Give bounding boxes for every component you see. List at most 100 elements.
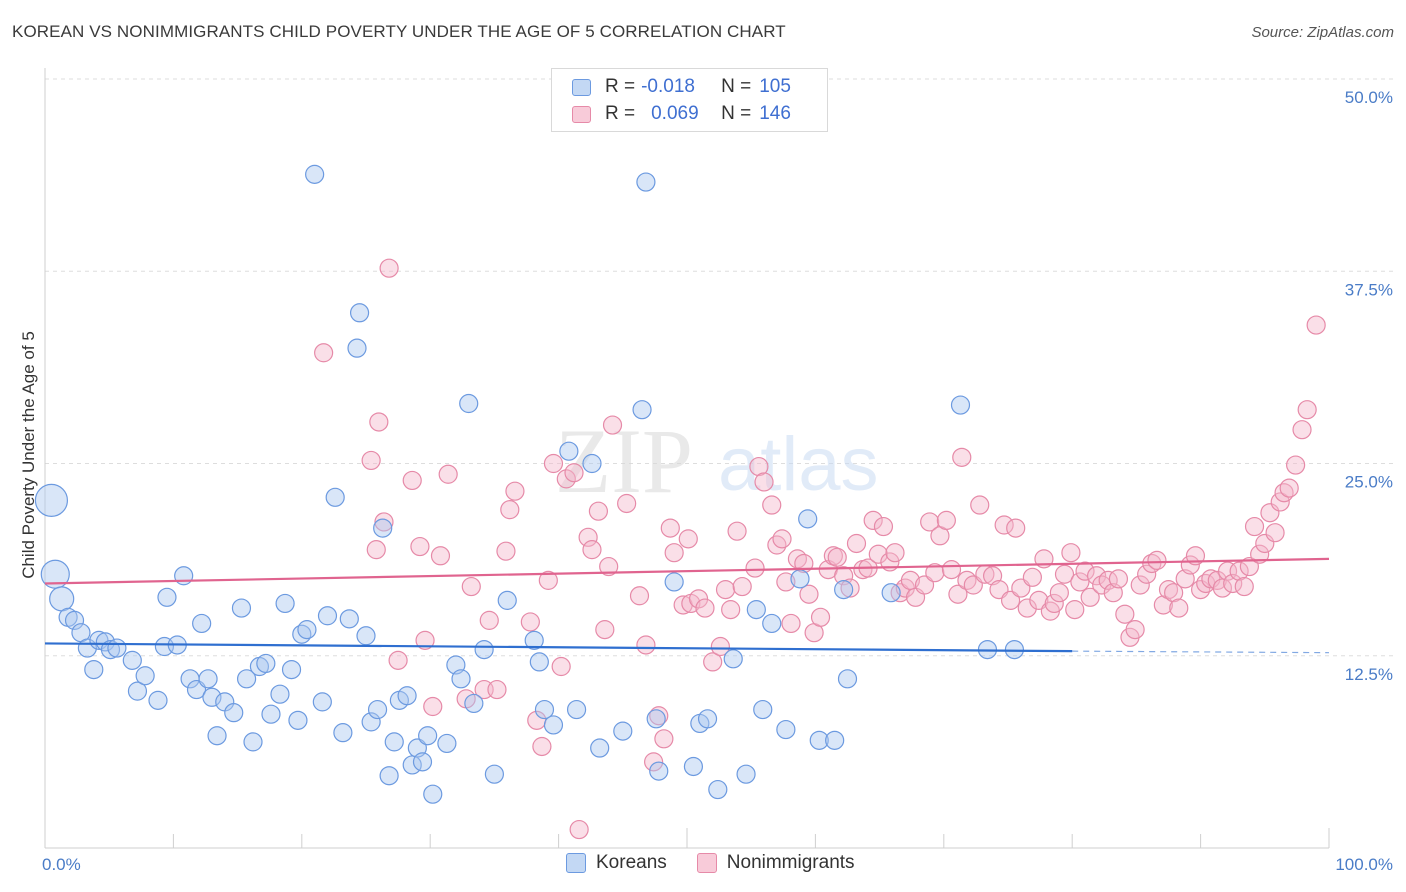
koreans-point: [474, 639, 494, 660]
nonimmigrants-point: [1049, 583, 1069, 603]
koreans-point: [305, 164, 325, 184]
nonimmigrants-point: [1000, 590, 1021, 610]
nonimmigrants-points: [314, 258, 1326, 840]
nonimmigrants-point: [710, 636, 730, 657]
nonimmigrants-point: [430, 546, 451, 566]
legend-r-value: -0.018: [641, 76, 695, 97]
trend-lines: [44, 557, 1330, 654]
y-axis-label: Child Poverty Under the Age of 5: [19, 331, 38, 579]
legend-swatch-koreans: [572, 78, 591, 96]
koreans-point: [275, 593, 295, 614]
koreans-point: [825, 730, 845, 750]
koreans-point: [543, 715, 564, 735]
nonimmigrants-point: [551, 656, 571, 677]
nonimmigrants-point: [827, 547, 847, 567]
nonimmigrants-point: [1108, 569, 1129, 589]
koreans-point: [412, 752, 433, 772]
nonimmigrants-point: [582, 540, 602, 560]
nonimmigrants-point: [732, 576, 752, 597]
nonimmigrants-point: [1080, 587, 1100, 607]
nonimmigrants-point: [1169, 598, 1189, 618]
koreans-point: [683, 756, 704, 777]
koreans-point: [288, 710, 308, 730]
nonimmigrants-point: [936, 510, 956, 531]
koreans-point: [534, 699, 555, 720]
koreans-point: [736, 764, 756, 784]
x-tick-label: 0.0%: [42, 855, 81, 874]
nonimmigrants-point: [569, 819, 589, 840]
legend-item-koreans[interactable]: Koreans: [566, 852, 667, 874]
legend-n-label: N =: [721, 76, 752, 97]
axes: [44, 68, 1330, 849]
nonimmigrants-point: [1286, 455, 1306, 475]
nonimmigrants-point: [369, 412, 389, 432]
chart-title: KOREAN VS NONIMMIGRANTS CHILD POVERTY UN…: [12, 22, 786, 41]
nonimmigrants-point: [721, 600, 741, 620]
nonimmigrants-point: [885, 543, 905, 563]
tick-labels: 12.5% 25.0% 37.5% 50.0% 0.0% 100.0%: [42, 88, 1393, 874]
nonimmigrants-point: [588, 501, 609, 521]
y-tick-label: 50.0%: [1345, 88, 1393, 107]
koreans-point: [100, 639, 121, 660]
nonimmigrants-point: [703, 652, 723, 672]
nonimmigrants-point: [799, 584, 819, 604]
koreans-point: [236, 669, 257, 689]
nonimmigrants-point: [781, 613, 801, 634]
nonimmigrants-point: [602, 415, 623, 435]
nonimmigrants-point: [914, 575, 935, 595]
koreans-point: [566, 699, 587, 720]
koreans-point: [333, 723, 353, 743]
koreans-point: [174, 566, 194, 586]
koreans-point: [464, 693, 484, 714]
nonimmigrants-point: [366, 540, 386, 560]
koreans-point: [451, 669, 471, 689]
koreans-point: [127, 681, 148, 701]
nonimmigrants-point: [1098, 570, 1118, 590]
source-label: Source: ZipAtlas.com: [1251, 24, 1394, 41]
koreans-point: [697, 709, 718, 729]
koreans-point: [746, 600, 766, 620]
nonimmigrants-point: [749, 456, 769, 477]
nonimmigrants-point: [762, 495, 782, 515]
nonimmigrants-point: [810, 607, 831, 627]
legend-swatch-nonimmigrants: [572, 105, 591, 123]
nonimmigrants-point: [925, 563, 945, 583]
koreans-points: [34, 164, 1025, 804]
nonimmigrants-point: [1217, 561, 1238, 581]
koreans-point: [753, 699, 773, 720]
nonimmigrants-point: [505, 481, 525, 501]
nonimmigrants-point: [629, 586, 650, 606]
koreans-point: [790, 569, 810, 589]
nonimmigrants-point: [1147, 550, 1167, 570]
x-tick-label: 100.0%: [1335, 855, 1393, 874]
koreans-point: [950, 395, 971, 415]
koreans-point: [256, 653, 276, 674]
nonimmigrants-point: [1297, 400, 1317, 420]
koreans-point: [122, 650, 142, 670]
nonimmigrants-point: [1223, 573, 1243, 594]
koreans-point: [762, 613, 782, 634]
koreans-point: [834, 580, 854, 600]
nonimmigrants-point: [664, 543, 684, 563]
nonimmigrants-point: [772, 529, 792, 549]
nonimmigrants-point: [564, 463, 584, 483]
nonimmigrants-point: [948, 584, 968, 604]
koreans-point: [649, 761, 669, 781]
koreans-point: [837, 669, 858, 689]
koreans-point: [723, 649, 743, 669]
nonimmigrants-point: [952, 447, 972, 467]
koreans-point: [646, 709, 666, 729]
koreans-point: [207, 726, 227, 746]
koreans-point: [192, 613, 212, 634]
nonimmigrants-point: [538, 570, 558, 590]
nonimmigrants-point: [543, 453, 564, 474]
nonimmigrants-point: [644, 752, 664, 772]
legend-item-nonimmigrants[interactable]: Nonimmigrants: [696, 852, 855, 874]
koreans-point: [339, 609, 359, 629]
legend-label-nonimmigrants: Nonimmigrants: [726, 852, 855, 873]
y-tick-label: 12.5%: [1345, 665, 1393, 684]
koreans-point: [373, 518, 393, 538]
koreans-point: [107, 638, 127, 658]
koreans-point: [397, 686, 417, 706]
nonimmigrants-point: [994, 515, 1014, 535]
